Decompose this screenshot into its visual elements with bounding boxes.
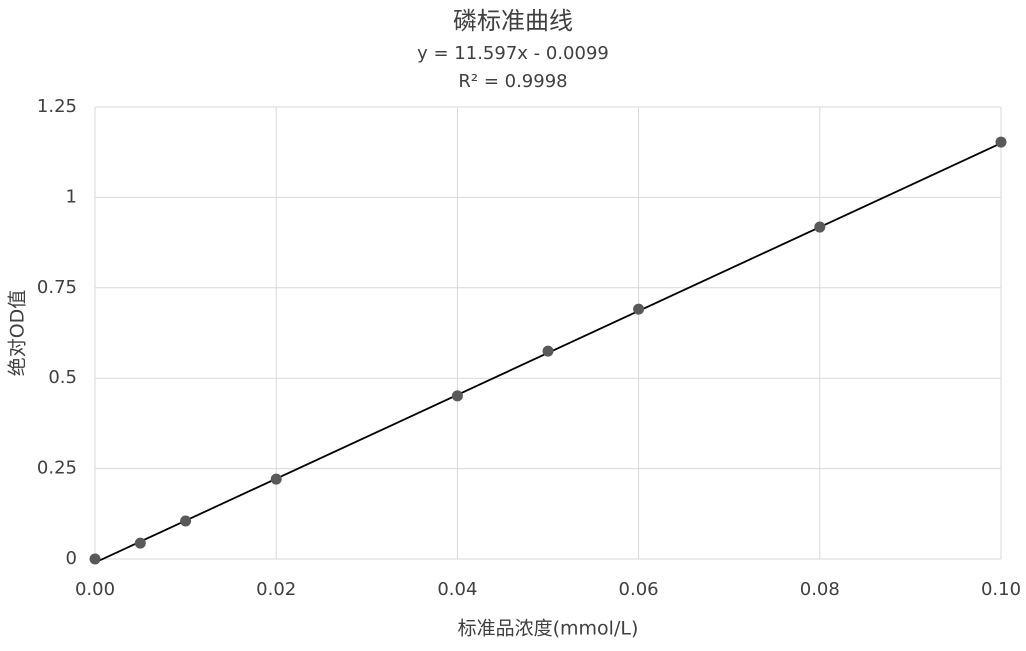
x-tick-label: 0.10	[981, 579, 1021, 600]
point	[995, 136, 1007, 148]
point	[451, 390, 463, 402]
x-tick-label: 0.08	[800, 579, 840, 600]
y-axis-title: 绝对OD值	[7, 290, 29, 377]
point	[270, 473, 282, 485]
x-tick-label: 0.06	[619, 579, 659, 600]
equation: y = 11.597x - 0.0099	[417, 43, 609, 64]
x-axis-title: 标准品浓度(mmol/L)	[458, 618, 639, 640]
point	[633, 303, 645, 315]
point	[134, 537, 146, 549]
point	[814, 221, 826, 233]
x-tick-label: 0.02	[256, 579, 296, 600]
y-tick-label: 0.75	[37, 277, 77, 298]
x-tick-label: 0.04	[437, 579, 477, 600]
point	[180, 515, 192, 527]
chart-title: 磷标准曲线	[453, 7, 573, 35]
y-tick-label: 0.25	[37, 458, 77, 479]
point	[542, 345, 554, 357]
r-squared: R² = 0.9998	[458, 71, 567, 92]
y-tick-label: 0	[66, 548, 77, 569]
point	[89, 553, 101, 565]
y-tick-label: 1.25	[37, 96, 77, 117]
y-tick-label: 0.5	[48, 367, 77, 388]
x-tick-label: 0.00	[75, 579, 115, 600]
y-tick-label: 1	[66, 186, 77, 207]
